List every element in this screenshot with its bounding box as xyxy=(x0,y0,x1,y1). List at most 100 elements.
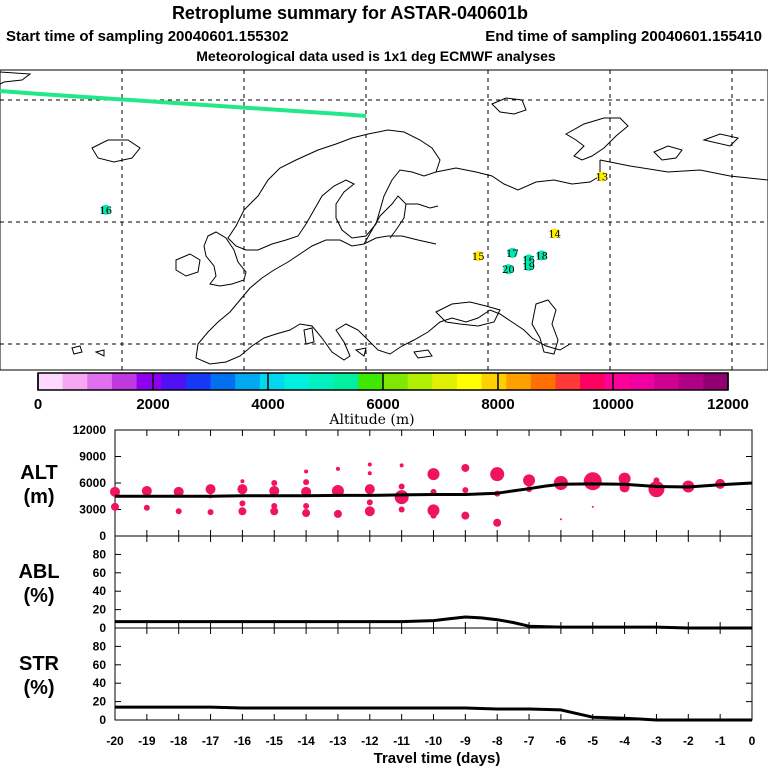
colorbar-cell xyxy=(432,373,458,390)
y-tick-label: 40 xyxy=(93,676,107,690)
colorbar-cell xyxy=(185,373,211,390)
altitude-spread-point xyxy=(141,485,152,496)
colorbar-cell xyxy=(87,373,113,390)
altitude-spread-point xyxy=(238,507,247,516)
x-tick-label: -19 xyxy=(138,734,156,748)
colorbar-cell xyxy=(383,373,409,390)
day-marker: 19 xyxy=(522,260,535,273)
day-marker-label: 13 xyxy=(595,172,608,183)
colorbar-cell xyxy=(580,373,606,390)
altitude-spread-point xyxy=(462,487,469,494)
altitude-spread-point xyxy=(207,509,214,516)
day-marker-dot xyxy=(473,251,484,262)
colorbar-tick-label: 6000 xyxy=(366,396,399,413)
day-marker-label: 14 xyxy=(548,229,561,240)
flight-track xyxy=(0,89,367,118)
x-axis-label: Travel time (days) xyxy=(374,750,501,767)
x-tick-label: -7 xyxy=(524,734,535,748)
x-tick-label: -5 xyxy=(587,734,598,748)
colorbar-cell xyxy=(161,373,187,390)
colorbar-cell xyxy=(259,373,285,390)
series-line-str xyxy=(115,705,752,722)
colorbar-tick-label: 10000 xyxy=(592,396,634,413)
altitude-spread-point xyxy=(427,504,440,517)
day-marker: 20 xyxy=(502,264,515,276)
altitude-spread-point xyxy=(271,480,278,486)
altitude-spread-point xyxy=(523,474,536,487)
altitude-spread-point xyxy=(461,463,470,472)
colorbar-cell xyxy=(333,373,359,390)
altitude-spread-point xyxy=(240,479,245,484)
altitude-spread-point xyxy=(335,466,340,471)
y-tick-label: 20 xyxy=(93,695,107,709)
altitude-spread-point xyxy=(175,508,182,515)
day-marker-label: 16 xyxy=(522,255,535,266)
colorbar-label: Altitude (m) xyxy=(328,412,414,428)
altitude-spread-point xyxy=(367,471,372,476)
colorbar-cell xyxy=(555,373,581,390)
day-marker-dot xyxy=(507,247,518,258)
colorbar-cell xyxy=(407,373,433,390)
altitude-spread-point xyxy=(270,507,279,516)
y-tick-label: 3000 xyxy=(79,503,106,517)
colorbar-cell xyxy=(654,373,680,390)
series-line-abl xyxy=(115,615,752,630)
altitude-spread-point xyxy=(237,484,248,495)
panel-unit: (%) xyxy=(23,677,54,699)
x-tick-label: -11 xyxy=(393,734,410,748)
altitude-spread-point xyxy=(430,512,437,519)
altitude-spread-point xyxy=(304,469,309,474)
altitude-spread-point xyxy=(239,500,246,507)
colorbar-cell xyxy=(481,373,507,390)
colorbar-cell xyxy=(235,373,261,390)
altitude-spread-point xyxy=(173,486,184,497)
day-marker-label: 20 xyxy=(502,265,515,276)
colorbar-tick-label: 4000 xyxy=(251,396,284,413)
altitude-spread-point xyxy=(591,505,594,508)
day-marker: 15 xyxy=(472,251,485,263)
altitude-spread-point xyxy=(490,467,505,482)
y-tick-label: 80 xyxy=(93,639,107,653)
altitude-spread-point xyxy=(366,499,373,506)
altitude-spread-point xyxy=(205,484,216,495)
colorbar-tick-label: 2000 xyxy=(136,396,169,413)
altitude-spread-point xyxy=(398,483,405,490)
colorbar-cell xyxy=(111,373,137,390)
y-tick-label: 9000 xyxy=(79,450,106,464)
x-tick-label: -9 xyxy=(460,734,471,748)
altitude-spread-point xyxy=(364,484,375,495)
panel-unit: (m) xyxy=(23,486,54,508)
y-tick-label: 60 xyxy=(93,658,107,672)
altitude-spread-point xyxy=(618,472,631,485)
y-tick-label: 0 xyxy=(99,529,106,543)
x-tick-label: -3 xyxy=(651,734,662,748)
altitude-spread-point xyxy=(143,504,150,511)
x-tick-label: -10 xyxy=(425,734,443,748)
map-frame xyxy=(0,69,768,371)
altitude-spread-point xyxy=(648,481,665,498)
altitude-spread-point xyxy=(367,462,372,467)
day-marker: 14 xyxy=(548,228,561,240)
day-marker-label: 19 xyxy=(522,262,535,273)
altitude-spread-point xyxy=(111,502,119,511)
altitude-spread-point xyxy=(653,477,660,484)
altitude-colorbar: 0 2000 4000 6000 8000 10000 12000 Altitude (m) xyxy=(34,372,749,428)
colorbar-cell xyxy=(284,373,310,390)
x-tick-label: -16 xyxy=(234,734,252,748)
colorbar-cell xyxy=(530,373,556,390)
altitude-spread-point xyxy=(399,463,404,468)
altitude-spread-point xyxy=(302,509,311,518)
x-tick-label: 0 xyxy=(749,734,756,748)
x-tick-label: -18 xyxy=(170,734,188,748)
colorbar-cell xyxy=(358,373,384,390)
altitude-spread-point xyxy=(271,502,278,509)
altitude-spread-point xyxy=(559,518,562,521)
altitude-spread-point xyxy=(364,506,375,517)
end-time-label: End time of sampling 20040601.155410 xyxy=(485,28,762,45)
altitude-spread-point xyxy=(493,518,502,527)
colorbar-tick-label: 12000 xyxy=(707,396,749,413)
colorbar-cell xyxy=(506,373,532,390)
day-marker-dot xyxy=(549,228,560,239)
